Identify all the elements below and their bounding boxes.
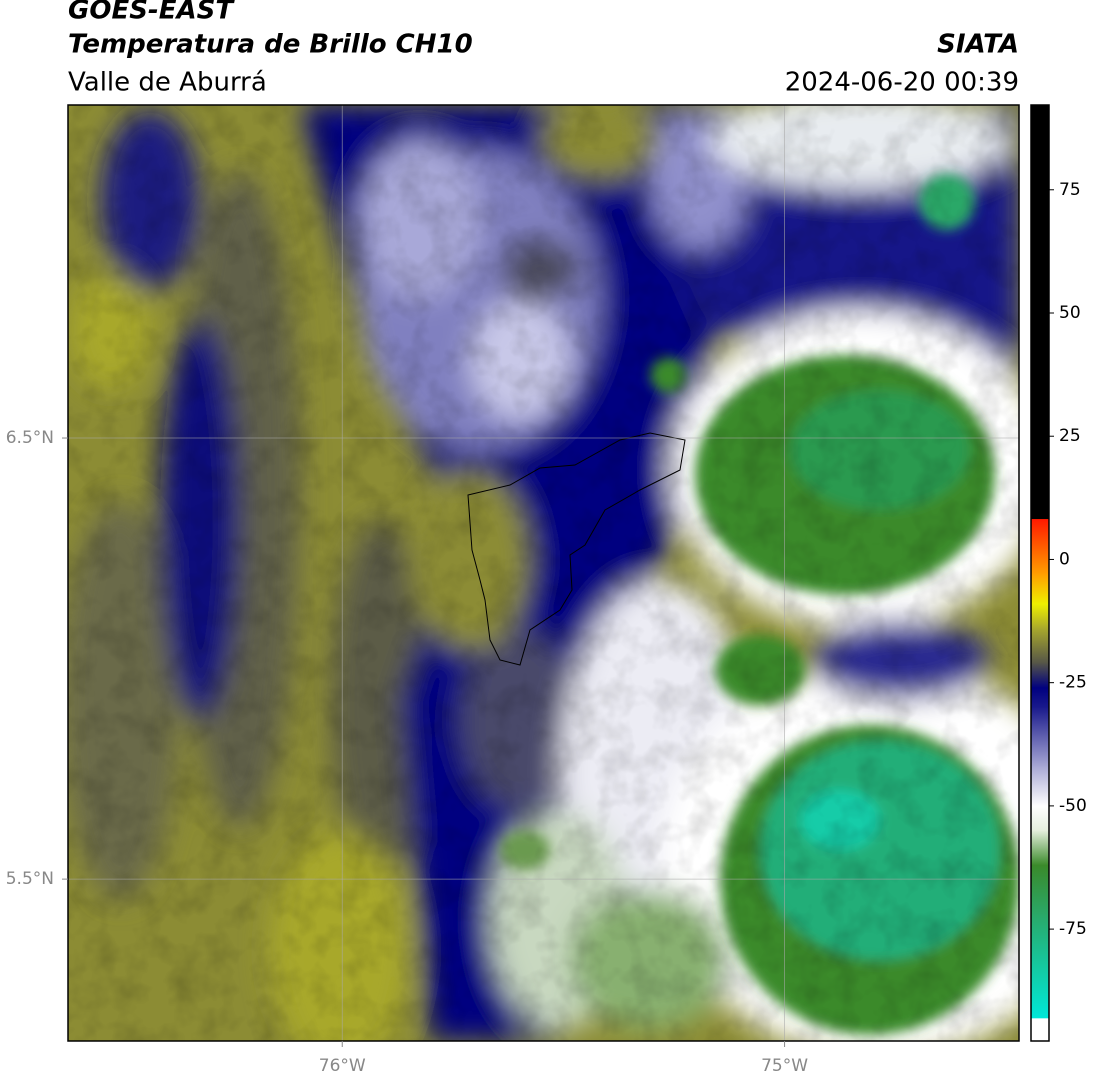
colorbar-segment	[1031, 662, 1049, 689]
colorbar-tick-label: -75	[1059, 919, 1087, 939]
lon-label: 76°W	[319, 1056, 366, 1076]
colorbar-segment	[1031, 805, 1049, 832]
colorbar-tick-label: 0	[1059, 549, 1070, 569]
colorbar-segment	[1031, 766, 1049, 807]
colorbar-segment	[1031, 914, 1049, 1019]
colorbar-segment	[1031, 628, 1049, 664]
map-frame	[67, 104, 1020, 1042]
organization: SIATA	[937, 30, 1019, 60]
colorbar-tick-label: -25	[1059, 673, 1087, 693]
colorbar-segment	[1031, 830, 1049, 866]
colorbar-segment	[1031, 865, 1049, 915]
colorbar-segment	[1031, 574, 1049, 605]
colorbar-segment	[1031, 518, 1049, 575]
colorbar-tick-label: 75	[1059, 180, 1081, 200]
region: Valle de Aburrá	[68, 68, 267, 98]
colorbar-segment	[1031, 1017, 1049, 1042]
lat-label: 5.5°N	[6, 869, 54, 889]
colorbar-tick-label: -50	[1059, 796, 1087, 816]
satellite: GOES-EAST	[68, 0, 235, 26]
lon-label: 75°W	[761, 1056, 808, 1076]
colorbar-tick-label: 50	[1059, 303, 1081, 323]
satellite-image	[68, 105, 1019, 1041]
datetime: 2024-06-20 00:39	[785, 68, 1019, 98]
colorbar-segment	[1031, 687, 1049, 708]
colorbar-tick-label: 25	[1059, 426, 1081, 446]
colorbar-segment	[1031, 105, 1049, 520]
colorbar-segment	[1031, 707, 1049, 767]
colorbar-frame	[1030, 104, 1050, 1042]
lat-label: 6.5°N	[6, 428, 54, 448]
product: Temperatura de Brillo CH10	[68, 30, 473, 60]
colorbar-segment	[1031, 603, 1049, 629]
